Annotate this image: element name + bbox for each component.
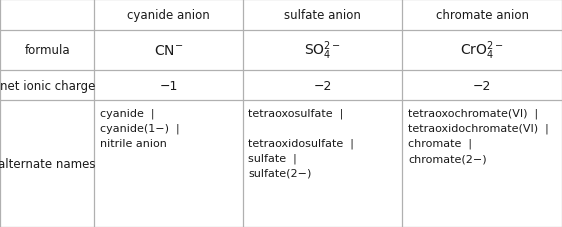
Bar — [243, 0, 402, 31]
Text: sulfate anion: sulfate anion — [284, 9, 361, 22]
Bar — [0, 31, 94, 70]
Bar — [0, 70, 94, 101]
Text: SO$_4^{2-}$: SO$_4^{2-}$ — [304, 39, 341, 62]
Text: tetraoxochromate(VI)  |
tetraoxidochromate(VI)  |
chromate  |
chromate(2−): tetraoxochromate(VI) | tetraoxidochromat… — [408, 108, 549, 163]
Bar — [0, 101, 94, 227]
Text: cyanide anion: cyanide anion — [127, 9, 210, 22]
Text: formula: formula — [24, 44, 70, 57]
Text: cyanide  |
cyanide(1−)  |
nitrile anion: cyanide | cyanide(1−) | nitrile anion — [100, 108, 180, 148]
Bar — [94, 0, 243, 31]
Bar — [243, 101, 402, 227]
Bar — [94, 70, 243, 101]
Text: CN$^{-}$: CN$^{-}$ — [154, 44, 183, 57]
Text: alternate names: alternate names — [0, 158, 96, 170]
Bar — [402, 101, 562, 227]
Bar — [94, 31, 243, 70]
Bar — [402, 31, 562, 70]
Bar — [243, 70, 402, 101]
Bar — [94, 101, 243, 227]
Text: −2: −2 — [314, 79, 332, 92]
Text: tetraoxosulfate  |

tetraoxidosulfate  |
sulfate  |
sulfate(2−): tetraoxosulfate | tetraoxidosulfate | su… — [248, 108, 354, 178]
Text: chromate anion: chromate anion — [436, 9, 529, 22]
Bar — [0, 0, 94, 31]
Text: CrO$_4^{2-}$: CrO$_4^{2-}$ — [460, 39, 504, 62]
Text: −1: −1 — [160, 79, 178, 92]
Text: net ionic charge: net ionic charge — [0, 79, 95, 92]
Bar — [402, 70, 562, 101]
Bar — [402, 0, 562, 31]
Bar — [243, 31, 402, 70]
Text: −2: −2 — [473, 79, 491, 92]
